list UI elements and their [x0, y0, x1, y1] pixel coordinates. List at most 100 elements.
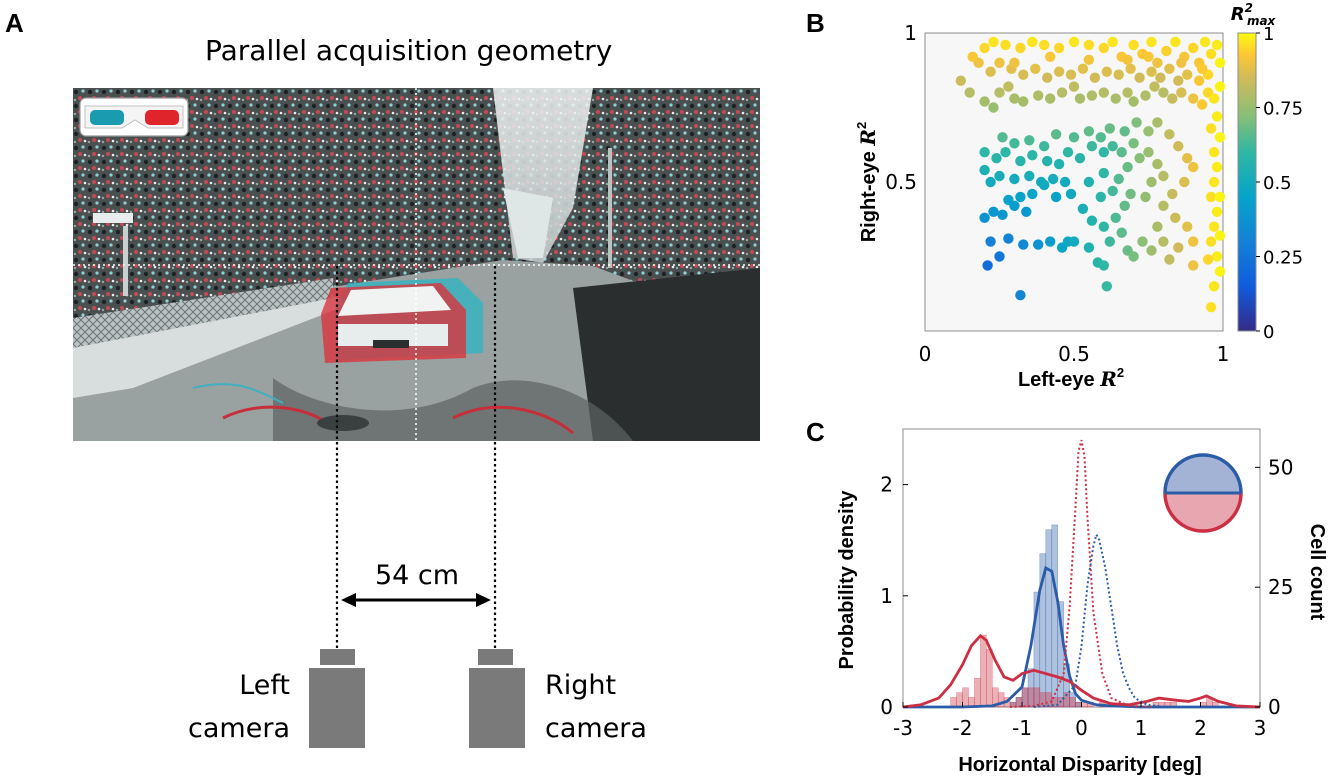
scatter-point — [1196, 99, 1208, 110]
scatter-point — [1068, 36, 1080, 48]
scatter-point — [1015, 290, 1026, 301]
scatter-point — [1170, 212, 1181, 223]
hist-y-tick-left: 2 — [880, 473, 893, 497]
scatter-point — [1176, 87, 1187, 98]
scatter-point — [1188, 236, 1199, 247]
scatter-point — [1143, 126, 1154, 137]
scatter-point — [1140, 191, 1151, 203]
scatter-point — [1205, 302, 1217, 313]
scatter-point — [1042, 155, 1053, 167]
scatter-point — [1086, 215, 1098, 226]
hist-bar — [1212, 701, 1219, 708]
scatter-point — [991, 153, 1002, 164]
scatter-point — [1146, 176, 1157, 188]
baseline-arrow — [341, 593, 491, 607]
scatter-point — [1018, 96, 1029, 107]
scatter-point — [1047, 173, 1059, 185]
scatter-point — [973, 57, 984, 68]
scatter-plot-area — [924, 32, 1224, 332]
scatter-point — [1045, 236, 1056, 247]
hist-y-label-right: Cell count — [1306, 524, 1328, 621]
scatter-point — [1137, 236, 1148, 247]
right-camera-label-1: Right — [545, 670, 616, 701]
scatter-point — [1152, 221, 1163, 232]
scatter-point — [1182, 69, 1193, 80]
hist-bar — [1164, 701, 1172, 708]
scatter-point — [1033, 239, 1044, 250]
panel-label-b: B — [806, 8, 825, 38]
hist-x-label: Horizontal Disparity [deg] — [958, 754, 1201, 776]
hist-lines — [902, 439, 1261, 709]
scatter-point — [1006, 63, 1017, 74]
scatter-point — [979, 164, 990, 176]
scatter-point — [1173, 242, 1184, 253]
scatter-point — [1158, 200, 1169, 211]
colorbar-tick: 1 — [1263, 24, 1274, 45]
scatter-point — [1199, 36, 1211, 48]
scatter-point — [1077, 203, 1089, 214]
scatter-point — [997, 132, 1008, 143]
scatter-point — [1110, 212, 1121, 223]
scatter-point — [1167, 93, 1178, 104]
anaglyph-glasses-icon — [79, 97, 189, 137]
hist-bar — [1009, 701, 1017, 708]
scatter-point — [1143, 147, 1154, 158]
hist-bar — [1152, 701, 1160, 708]
scatter-point — [1125, 63, 1136, 74]
scatter-point — [1211, 161, 1223, 173]
scatter-point — [1205, 191, 1217, 203]
scatter-point — [979, 96, 990, 107]
scatter-point — [1143, 51, 1154, 62]
scatter-point — [964, 87, 975, 98]
scatter-point — [1107, 141, 1118, 152]
scatter-point — [1140, 90, 1151, 101]
scatter-point — [1065, 69, 1077, 80]
scatter-point — [1095, 132, 1107, 143]
scatter-point — [1205, 48, 1217, 60]
scatter-x-label: Left-eye R2 — [1018, 365, 1124, 391]
hist-x-tick: -3 — [893, 716, 913, 740]
scatter-point — [1214, 191, 1226, 203]
hist-bar — [1009, 701, 1017, 708]
scatter-point — [1065, 188, 1077, 200]
scatter-point — [1116, 51, 1127, 62]
scatter-point — [1039, 39, 1050, 51]
scatter-point — [1128, 96, 1139, 107]
scatter-point — [1030, 63, 1041, 74]
scatter-point — [955, 75, 966, 86]
scatter-point — [1211, 39, 1223, 51]
scatter-point — [1110, 93, 1121, 104]
scatter-point — [1015, 191, 1026, 203]
scatter-point — [1182, 221, 1193, 232]
scatter-point — [1003, 81, 1014, 92]
scatter-point — [1039, 141, 1050, 152]
scatter-point — [1083, 242, 1095, 253]
scatter-point — [982, 260, 993, 271]
scatter-point — [1146, 66, 1157, 77]
scatter-point — [1158, 170, 1169, 182]
scatter-point — [1024, 170, 1035, 182]
scatter-point — [1083, 54, 1095, 65]
scatter-point — [1027, 150, 1038, 161]
scatter-point — [1146, 36, 1157, 48]
scatter-point — [1173, 75, 1184, 86]
scatter-point — [1152, 57, 1163, 68]
panel-label-c: C — [806, 417, 825, 447]
scatter-point — [1188, 161, 1199, 173]
scatter-point — [1083, 126, 1095, 137]
scatter-point — [979, 42, 990, 54]
hist-bar — [956, 692, 963, 708]
scatter-x-tick: 0.5 — [1058, 342, 1090, 366]
scatter-point — [1202, 69, 1214, 80]
hist-bar — [1027, 668, 1035, 708]
scatter-point — [1202, 87, 1214, 98]
hist-bar — [1057, 697, 1064, 708]
scatter-point — [1208, 147, 1220, 158]
hist-bar — [1200, 701, 1207, 708]
scatter-point — [988, 102, 999, 113]
scatter-point — [1179, 176, 1190, 188]
panel-label-a: A — [5, 8, 24, 38]
scatter-point — [1045, 93, 1056, 104]
hist-bar — [1087, 701, 1094, 708]
